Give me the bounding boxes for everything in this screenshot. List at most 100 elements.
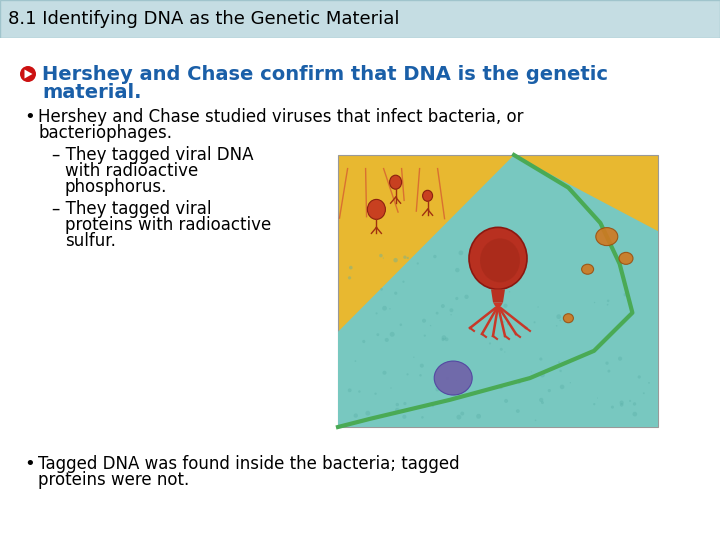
Circle shape [395,408,400,412]
Circle shape [380,288,383,291]
Circle shape [556,325,557,327]
Circle shape [403,402,407,405]
Circle shape [489,342,491,345]
Circle shape [559,370,562,372]
Circle shape [449,308,454,312]
Circle shape [618,356,622,361]
Circle shape [403,255,407,259]
Circle shape [539,398,544,402]
Circle shape [620,403,624,407]
Circle shape [456,415,462,420]
Circle shape [445,338,449,341]
Circle shape [633,402,636,406]
Circle shape [382,306,387,310]
Circle shape [20,66,36,82]
Text: Tagged DNA was found inside the bacteria; tagged: Tagged DNA was found inside the bacteria… [38,455,459,473]
Ellipse shape [563,314,573,323]
Circle shape [421,416,423,419]
Circle shape [413,356,415,358]
Text: phosphorus.: phosphorus. [65,178,167,196]
Circle shape [358,390,361,393]
Circle shape [446,376,449,380]
Text: •: • [24,108,35,126]
Circle shape [500,348,503,351]
Circle shape [390,332,395,337]
Circle shape [354,414,358,418]
Circle shape [607,300,609,302]
Circle shape [541,401,544,404]
Polygon shape [24,70,32,78]
Circle shape [570,382,571,383]
Circle shape [499,386,503,389]
Circle shape [402,415,406,419]
Circle shape [407,373,409,375]
Circle shape [436,312,438,315]
Circle shape [430,325,431,326]
Text: 8.1 Identifying DNA as the Genetic Material: 8.1 Identifying DNA as the Genetic Mater… [8,10,400,28]
Circle shape [504,352,505,353]
Circle shape [393,258,398,262]
Circle shape [379,254,382,258]
Circle shape [376,312,377,314]
Circle shape [619,401,624,404]
Circle shape [537,306,539,308]
Circle shape [648,382,650,384]
Circle shape [441,304,445,308]
FancyBboxPatch shape [0,38,720,540]
Circle shape [456,380,457,381]
Circle shape [432,405,434,407]
Circle shape [509,291,510,293]
Ellipse shape [469,227,527,289]
Circle shape [503,303,508,308]
Circle shape [507,323,508,324]
Circle shape [382,371,387,375]
Text: with radioactive: with radioactive [65,162,198,180]
Circle shape [593,403,595,406]
Circle shape [539,357,542,361]
Circle shape [534,321,536,323]
Circle shape [476,414,481,418]
Polygon shape [338,155,658,427]
Circle shape [455,268,459,272]
Circle shape [535,420,536,421]
Circle shape [400,323,402,326]
Ellipse shape [480,238,520,282]
Circle shape [402,281,405,283]
Circle shape [638,375,641,379]
Circle shape [504,399,508,403]
Circle shape [503,321,505,323]
FancyBboxPatch shape [338,155,658,427]
Circle shape [606,362,608,365]
Text: bacteriophages.: bacteriophages. [38,124,172,142]
Circle shape [608,370,611,373]
Circle shape [460,411,464,415]
Circle shape [349,266,353,269]
Circle shape [366,411,370,416]
Circle shape [531,372,532,373]
Circle shape [422,319,426,323]
Circle shape [455,297,459,300]
Circle shape [607,304,608,306]
Circle shape [377,333,379,336]
Circle shape [420,363,424,368]
Circle shape [557,314,561,319]
Ellipse shape [367,199,385,219]
Circle shape [559,320,561,321]
Circle shape [433,255,436,258]
Circle shape [516,409,520,413]
Text: – They tagged viral DNA: – They tagged viral DNA [52,146,253,164]
Text: proteins with radioactive: proteins with radioactive [65,216,271,234]
Circle shape [348,388,351,392]
Circle shape [362,340,365,343]
Text: Hershey and Chase confirm that DNA is the genetic: Hershey and Chase confirm that DNA is th… [42,65,608,84]
Circle shape [597,397,598,399]
Circle shape [624,293,627,296]
Text: •: • [24,455,35,473]
FancyBboxPatch shape [0,0,720,38]
Circle shape [459,251,463,255]
Circle shape [643,392,644,394]
Ellipse shape [596,227,618,246]
Circle shape [558,361,560,363]
Circle shape [383,258,384,259]
Ellipse shape [619,252,633,265]
